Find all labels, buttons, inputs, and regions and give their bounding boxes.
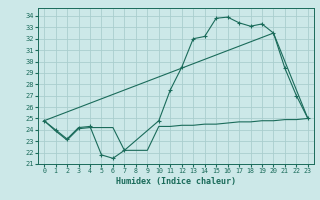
X-axis label: Humidex (Indice chaleur): Humidex (Indice chaleur) xyxy=(116,177,236,186)
